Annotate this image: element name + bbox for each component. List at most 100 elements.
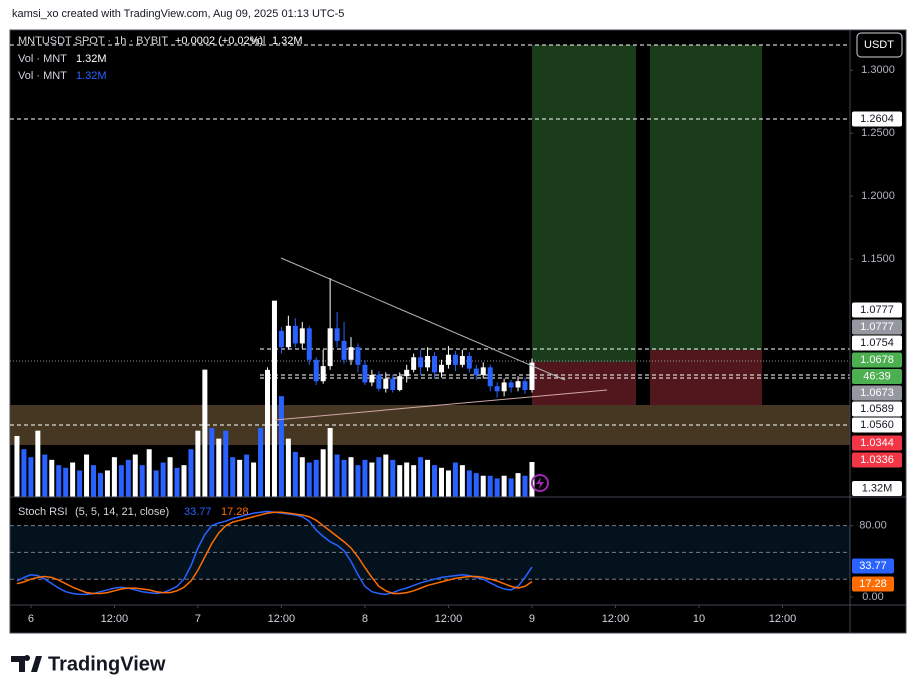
candle-body: [432, 356, 438, 373]
candle-body: [411, 357, 417, 370]
volume-bar: [251, 462, 257, 497]
volume-bar: [355, 465, 361, 497]
candle-body: [438, 364, 444, 373]
price-label: 1.0673: [860, 387, 894, 399]
price-label-box: [852, 417, 902, 433]
countdown-label: 46:39: [863, 370, 891, 382]
candle-body: [515, 381, 521, 388]
volume-bar: [376, 457, 382, 497]
candle-body: [487, 367, 493, 387]
price-label: 1.0336: [860, 454, 894, 466]
long-position-target: [532, 45, 636, 362]
volume-bar: [432, 465, 438, 497]
volume-bar: [306, 462, 312, 497]
indicator-line: [16, 511, 533, 595]
price-label: 1.0754: [860, 337, 894, 349]
candle-body: [341, 340, 347, 360]
candle-body: [508, 382, 514, 388]
volume-bar: [195, 430, 201, 497]
candle-body: [473, 368, 479, 375]
indicator-value: 33.77: [184, 506, 212, 518]
header-text: kamsi_xo created with TradingView.com, A…: [12, 8, 344, 20]
candle-body: [320, 366, 326, 382]
x-tick-label: 12:00: [268, 613, 296, 625]
currency-button[interactable]: [856, 32, 903, 58]
y-tick-label: 1.2500: [861, 127, 895, 139]
volume-bar: [153, 470, 159, 497]
volume-bar: [146, 449, 152, 497]
volume-bar: [202, 369, 208, 497]
x-tick-label: 8: [362, 613, 368, 625]
indicator-legend: Stoch RSI: [18, 506, 68, 518]
candle-body: [271, 330, 277, 370]
alert-icon-bolt: [536, 477, 544, 489]
volume-bar: [244, 454, 250, 497]
long-position-target: [650, 45, 762, 350]
candle-body: [397, 376, 403, 391]
candle-body: [383, 378, 389, 389]
volume-bar: [501, 475, 507, 497]
volume-bar: [160, 462, 166, 497]
volume-bar: [313, 459, 319, 497]
price-label-box: [852, 302, 902, 318]
volume-bar: [237, 459, 243, 497]
volume-bar: [125, 459, 131, 497]
candle-body: [494, 386, 500, 392]
volume-bar: [209, 428, 215, 497]
volume-bar: [341, 459, 347, 497]
candle-body: [418, 357, 424, 368]
volume-bar: [425, 459, 431, 497]
candle-body: [522, 381, 528, 391]
volume-bar: [473, 473, 479, 497]
volume-bar: [111, 457, 117, 497]
y-tick-label: 1.2000: [861, 190, 895, 202]
candle-body: [285, 325, 291, 348]
volume-bar: [285, 438, 291, 497]
alert-icon[interactable]: [531, 474, 549, 492]
candle-body: [299, 328, 305, 344]
price-label-box: [852, 111, 902, 127]
volume-bar: [139, 465, 145, 497]
y-tick-label: 1.1500: [861, 253, 895, 265]
volume-bar: [28, 457, 34, 497]
logo-icon: [11, 654, 42, 672]
volume-bar: [97, 473, 103, 497]
price-label: 1.0589: [860, 403, 894, 415]
volume-axis-box: [852, 481, 902, 496]
volume-bar: [132, 454, 138, 497]
volume-bar: [299, 457, 305, 497]
x-tick-label: 6: [28, 613, 34, 625]
candle-body: [376, 374, 382, 389]
candle-body: [362, 364, 368, 383]
volume-bar: [167, 457, 173, 497]
volume-bar: [508, 478, 514, 497]
volume-bar: [63, 467, 69, 497]
candle-body: [404, 369, 410, 377]
price-label-box: [852, 435, 902, 451]
x-tick-label: 12:00: [769, 613, 797, 625]
trend-line: [280, 257, 566, 381]
countdown-box: [852, 369, 902, 384]
volume-legend-value: 1.32M: [76, 53, 107, 65]
candle-body: [529, 362, 535, 391]
x-tick-label: 9: [529, 613, 535, 625]
candle-body: [452, 354, 458, 365]
volume-bar: [49, 459, 55, 497]
volume-legend: Vol · MNT: [18, 53, 67, 65]
volume-bar: [35, 430, 41, 497]
candle-body: [390, 378, 396, 391]
price-label: 1.2604: [860, 113, 894, 125]
candle-body: [327, 328, 333, 367]
volume-bar: [459, 465, 465, 497]
volume-bar: [487, 475, 493, 497]
candle-body: [369, 374, 375, 383]
currency-label: USDT: [864, 39, 894, 51]
volume-bar: [42, 454, 48, 497]
trend-line: [274, 389, 608, 421]
candle-body: [292, 325, 298, 344]
volume-bar: [390, 459, 396, 497]
volume-bar: [77, 470, 83, 497]
x-tick-label: 12:00: [101, 613, 129, 625]
volume-bar: [348, 457, 354, 497]
